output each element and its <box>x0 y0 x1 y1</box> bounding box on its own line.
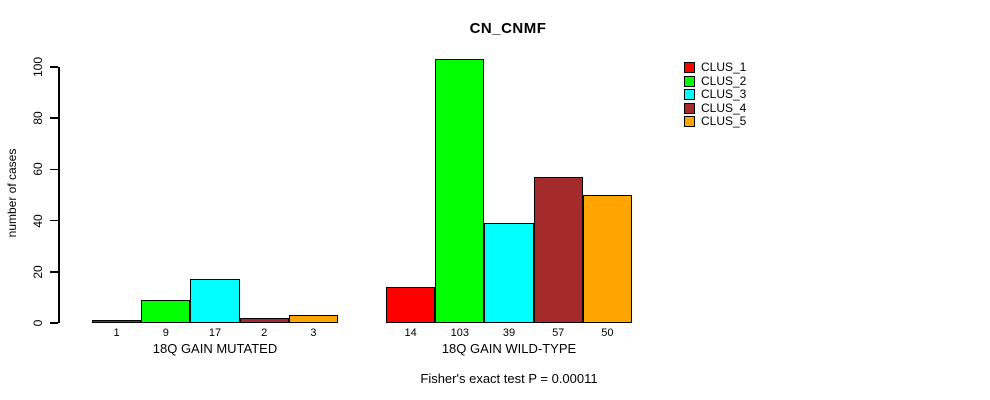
legend-swatch-CLUS_2 <box>684 75 695 87</box>
bar-CLUS_3-group1 <box>190 279 240 323</box>
y-tick <box>50 66 58 68</box>
chart-title: CN_CNMF <box>469 20 547 37</box>
legend-swatch-CLUS_3 <box>684 89 695 101</box>
legend: CLUS_1 CLUS_2 CLUS_3 CLUS_4 CLUS_5 <box>684 60 747 129</box>
bar-value-label: 1 <box>113 327 120 339</box>
bar-value-label: 57 <box>552 327 565 339</box>
y-axis-line <box>58 67 60 323</box>
bar-CLUS_3-group2 <box>484 223 534 323</box>
bar-value-label: 9 <box>162 327 169 339</box>
y-tick-label: 80 <box>31 111 45 125</box>
y-tick <box>50 117 58 119</box>
legend-label: CLUS_3 <box>701 87 747 101</box>
y-tick-label: 0 <box>31 319 45 327</box>
legend-item-CLUS_1: CLUS_1 <box>684 60 747 75</box>
legend-swatch-CLUS_1 <box>684 62 695 74</box>
y-tick <box>50 322 58 324</box>
legend-label: CLUS_2 <box>701 73 747 88</box>
legend-swatch-CLUS_4 <box>684 102 695 114</box>
bar-value-label: 50 <box>601 327 614 339</box>
bar-CLUS_4-group1 <box>239 317 289 323</box>
y-tick-label: 100 <box>31 56 45 78</box>
legend-label: CLUS_1 <box>701 60 747 74</box>
bar-CLUS_1-group2 <box>386 287 436 323</box>
bar-CLUS_2-group2 <box>435 59 485 323</box>
x-group-label: 18Q GAIN WILD-TYPE <box>441 341 577 356</box>
legend-item-CLUS_5: CLUS_5 <box>684 114 747 129</box>
bar-CLUS_1-group1 <box>92 320 142 323</box>
bar-value-label: 39 <box>502 327 516 339</box>
y-tick-label: 40 <box>31 213 45 228</box>
bar-value-label: 17 <box>208 327 222 339</box>
legend-item-CLUS_3: CLUS_3 <box>684 87 747 102</box>
x-group-label: 18Q GAIN MUTATED <box>152 341 278 356</box>
stat-annotation: Fisher's exact test P = 0.00011 <box>420 371 598 386</box>
bar-CLUS_2-group1 <box>141 299 191 323</box>
bar-CLUS_4-group2 <box>533 177 583 323</box>
bar-CLUS_5-group1 <box>288 315 338 323</box>
legend-item-CLUS_4: CLUS_4 <box>684 100 747 116</box>
legend-label: CLUS_5 <box>701 114 747 128</box>
bar-value-label: 14 <box>404 327 417 339</box>
legend-label: CLUS_4 <box>701 100 747 115</box>
bar-value-label: 103 <box>450 327 469 339</box>
y-tick <box>50 271 58 273</box>
legend-item-CLUS_2: CLUS_2 <box>684 73 747 89</box>
y-axis-label: number of cases <box>5 148 19 238</box>
y-tick <box>50 219 58 222</box>
y-tick-label: 60 <box>31 162 45 177</box>
bar-value-label: 3 <box>310 327 317 339</box>
bar-CLUS_5-group2 <box>582 195 632 323</box>
legend-swatch-CLUS_5 <box>684 116 695 128</box>
bar-value-label: 2 <box>261 327 268 339</box>
y-tick <box>50 168 58 171</box>
y-tick-label: 20 <box>31 265 45 279</box>
